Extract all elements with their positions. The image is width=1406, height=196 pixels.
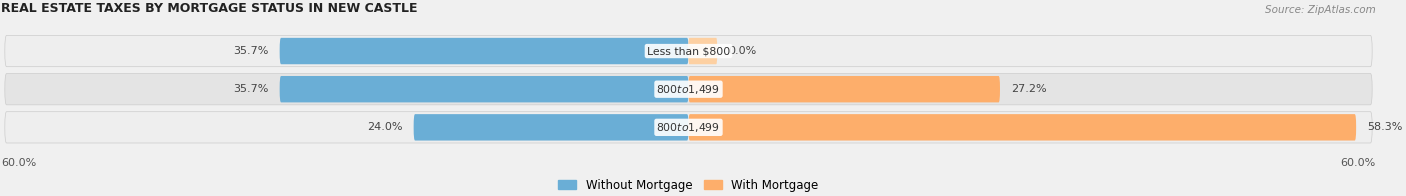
Text: $800 to $1,499: $800 to $1,499 (657, 121, 720, 134)
FancyBboxPatch shape (689, 38, 717, 64)
FancyBboxPatch shape (689, 114, 1357, 141)
Text: 35.7%: 35.7% (233, 84, 269, 94)
FancyBboxPatch shape (413, 114, 689, 141)
Text: 35.7%: 35.7% (233, 46, 269, 56)
Text: 58.3%: 58.3% (1368, 122, 1403, 132)
Text: 24.0%: 24.0% (367, 122, 402, 132)
FancyBboxPatch shape (4, 74, 1372, 105)
Text: $800 to $1,499: $800 to $1,499 (657, 83, 720, 96)
FancyBboxPatch shape (280, 38, 689, 64)
FancyBboxPatch shape (689, 76, 1000, 102)
Legend: Without Mortgage, With Mortgage: Without Mortgage, With Mortgage (554, 174, 823, 196)
Text: 27.2%: 27.2% (1011, 84, 1047, 94)
Text: Less than $800: Less than $800 (647, 46, 730, 56)
FancyBboxPatch shape (4, 35, 1372, 67)
FancyBboxPatch shape (4, 112, 1372, 143)
Text: 60.0%: 60.0% (1340, 158, 1375, 168)
Text: Source: ZipAtlas.com: Source: ZipAtlas.com (1265, 5, 1375, 15)
Text: 0.0%: 0.0% (728, 46, 756, 56)
Text: 60.0%: 60.0% (1, 158, 37, 168)
Text: REAL ESTATE TAXES BY MORTGAGE STATUS IN NEW CASTLE: REAL ESTATE TAXES BY MORTGAGE STATUS IN … (1, 2, 418, 15)
FancyBboxPatch shape (280, 76, 689, 102)
